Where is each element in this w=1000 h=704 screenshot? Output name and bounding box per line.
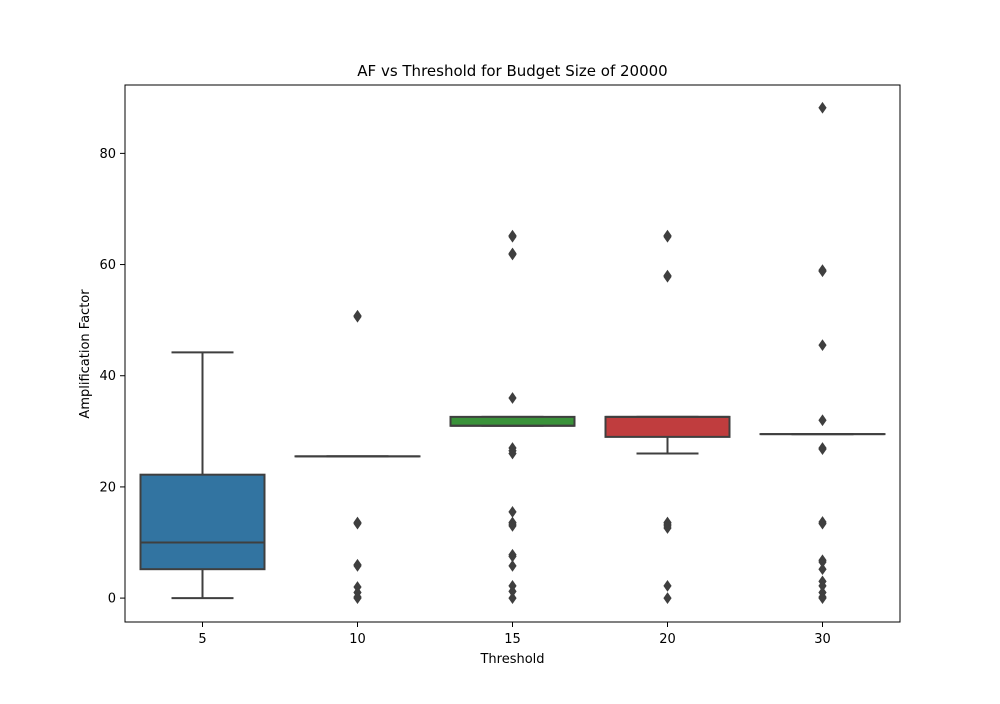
- y-tick-label: 0: [108, 592, 116, 607]
- box-iqr: [141, 475, 265, 570]
- chart-title: AF vs Threshold for Budget Size of 20000: [357, 62, 667, 80]
- box-iqr: [451, 417, 575, 426]
- y-tick-label: 20: [99, 480, 116, 495]
- x-axis-label: Threshold: [479, 652, 544, 667]
- y-tick-label: 60: [99, 258, 116, 273]
- y-tick-label: 80: [99, 147, 116, 162]
- x-tick-label: 5: [198, 632, 206, 647]
- x-tick-label: 15: [504, 632, 521, 647]
- x-tick-label: 30: [814, 632, 831, 647]
- y-axis-label: Amplification Factor: [78, 289, 93, 419]
- box-iqr: [606, 417, 730, 437]
- x-tick-label: 10: [349, 632, 366, 647]
- y-tick-label: 40: [99, 369, 116, 384]
- x-tick-label: 20: [659, 632, 676, 647]
